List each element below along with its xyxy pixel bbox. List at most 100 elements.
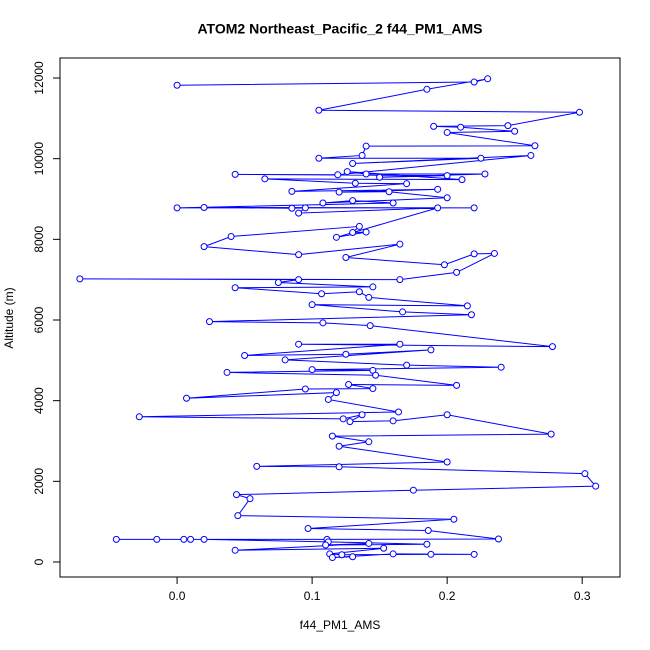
data-point bbox=[334, 171, 342, 179]
data-point bbox=[349, 197, 357, 205]
data-point bbox=[332, 233, 340, 241]
data-point bbox=[173, 204, 181, 212]
data-line bbox=[79, 78, 597, 559]
data-point bbox=[484, 75, 492, 83]
data-point bbox=[200, 535, 208, 543]
data-point bbox=[494, 535, 502, 543]
y-tick-label: 4000 bbox=[32, 387, 46, 414]
data-point bbox=[443, 458, 451, 466]
data-point bbox=[200, 203, 208, 211]
data-point bbox=[470, 550, 478, 558]
x-tick-label: 0.2 bbox=[439, 589, 456, 603]
data-point bbox=[308, 366, 316, 374]
data-point bbox=[423, 85, 431, 93]
data-point bbox=[328, 554, 336, 562]
data-point bbox=[453, 381, 461, 389]
data-point bbox=[403, 180, 411, 188]
data-point bbox=[362, 170, 370, 178]
x-tick-label: 0.1 bbox=[304, 589, 321, 603]
data-point bbox=[362, 142, 370, 150]
data-point bbox=[288, 187, 296, 195]
data-point bbox=[200, 243, 208, 251]
data-point bbox=[531, 142, 539, 150]
data-point bbox=[301, 204, 309, 212]
data-point bbox=[295, 276, 303, 284]
data-point bbox=[295, 251, 303, 259]
data-point bbox=[328, 432, 336, 440]
data-point bbox=[396, 276, 404, 284]
data-point bbox=[342, 350, 350, 358]
data-point bbox=[423, 540, 431, 548]
data-point bbox=[399, 308, 407, 316]
data-point bbox=[453, 268, 461, 276]
data-point bbox=[403, 361, 411, 369]
data-point bbox=[338, 551, 346, 559]
data-point bbox=[450, 515, 458, 523]
data-point bbox=[187, 535, 195, 543]
data-point bbox=[395, 408, 403, 416]
data-point bbox=[497, 363, 505, 371]
data-point bbox=[362, 228, 370, 236]
data-point bbox=[349, 160, 357, 168]
data-point bbox=[548, 343, 556, 351]
data-point bbox=[380, 544, 388, 552]
x-axis-label: f44_PM1_AMS bbox=[300, 618, 381, 632]
data-point bbox=[232, 491, 240, 499]
data-point bbox=[318, 290, 326, 298]
data-point bbox=[301, 385, 309, 393]
data-point bbox=[319, 199, 327, 207]
data-point bbox=[366, 322, 374, 330]
data-point bbox=[349, 553, 357, 561]
data-point bbox=[369, 283, 377, 291]
data-point bbox=[443, 128, 451, 136]
data-point bbox=[424, 527, 432, 535]
y-tick-label: 8000 bbox=[32, 226, 46, 253]
data-point bbox=[458, 176, 466, 184]
data-point bbox=[342, 253, 350, 261]
data-point bbox=[481, 170, 489, 178]
data-point bbox=[295, 209, 303, 217]
data-point bbox=[231, 284, 239, 292]
data-point bbox=[372, 371, 380, 379]
data-point bbox=[434, 204, 442, 212]
y-tick-label: 6000 bbox=[32, 306, 46, 333]
data-point bbox=[315, 154, 323, 162]
data-point bbox=[434, 185, 442, 193]
data-point bbox=[349, 228, 357, 236]
data-point bbox=[295, 340, 303, 348]
y-tick-label: 12000 bbox=[32, 61, 46, 95]
data-point bbox=[463, 302, 471, 310]
data-point bbox=[173, 81, 181, 89]
data-point bbox=[443, 411, 451, 419]
data-point bbox=[183, 394, 191, 402]
chart-title: ATOM2 Northeast_Pacific_2 f44_PM1_AMS bbox=[197, 21, 482, 37]
data-point bbox=[409, 486, 417, 494]
data-point bbox=[504, 122, 512, 130]
data-point bbox=[477, 154, 485, 162]
data-point bbox=[575, 108, 583, 116]
data-point bbox=[527, 151, 535, 159]
data-point bbox=[443, 194, 451, 202]
data-point bbox=[443, 172, 451, 180]
data-point bbox=[592, 482, 600, 490]
data-point bbox=[389, 199, 397, 207]
data-point bbox=[234, 512, 242, 520]
data-point bbox=[153, 535, 161, 543]
data-point bbox=[376, 173, 384, 181]
data-point bbox=[227, 233, 235, 241]
data-point bbox=[288, 204, 296, 212]
data-point bbox=[112, 535, 120, 543]
data-point bbox=[231, 170, 239, 178]
data-point bbox=[365, 539, 373, 547]
data-point bbox=[261, 175, 269, 183]
data-point bbox=[315, 106, 323, 114]
y-tick-label: 2000 bbox=[32, 468, 46, 495]
data-point bbox=[389, 417, 397, 425]
data-point bbox=[319, 319, 327, 327]
data-point bbox=[335, 442, 343, 450]
data-point bbox=[547, 430, 555, 438]
data-point bbox=[308, 301, 316, 309]
data-point bbox=[457, 123, 465, 131]
data-point bbox=[358, 151, 366, 159]
plot-frame bbox=[59, 57, 621, 578]
